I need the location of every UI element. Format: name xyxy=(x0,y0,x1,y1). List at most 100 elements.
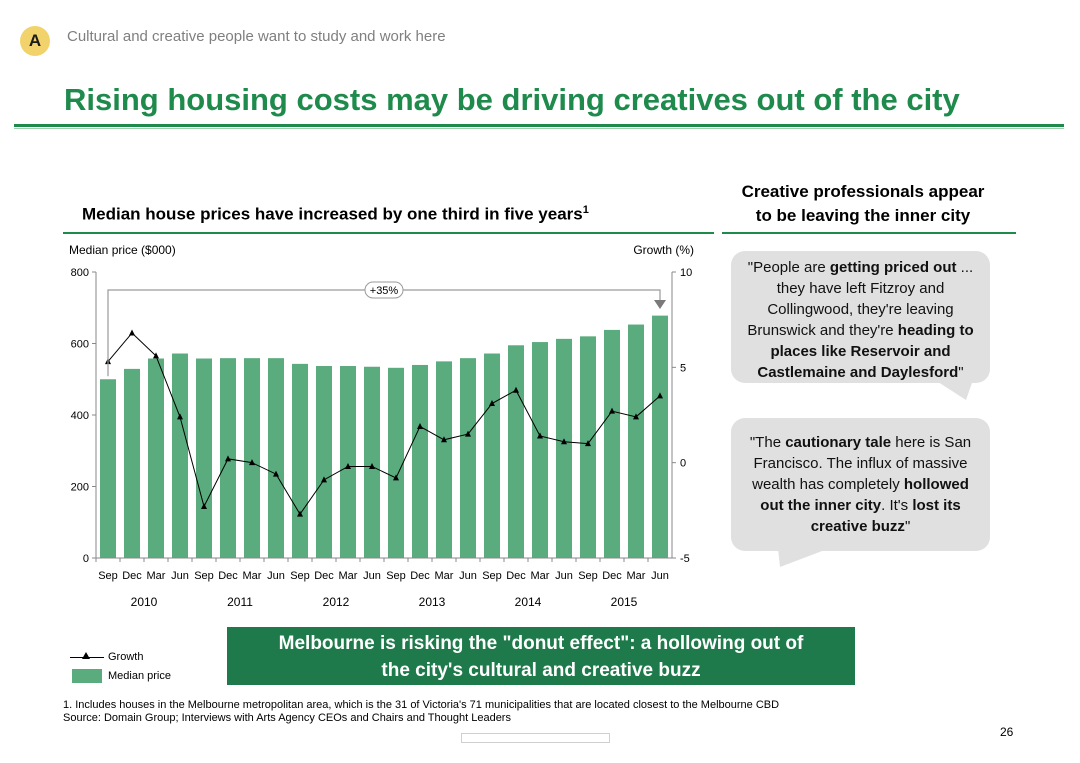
x-tick-label: Dec xyxy=(122,570,142,582)
price-bar xyxy=(652,315,668,558)
price-bar xyxy=(628,324,644,558)
footer-box xyxy=(461,733,610,743)
right-tick-label: 10 xyxy=(680,267,692,279)
left-tick-label: 600 xyxy=(71,339,89,351)
cagr-arrow xyxy=(654,300,666,309)
left-axis-label: Median price ($000) xyxy=(69,243,176,257)
price-bar xyxy=(364,366,380,558)
section-badge: A xyxy=(20,26,50,56)
x-tick-label: Sep xyxy=(482,570,502,582)
callout-line2: the city's cultural and creative buzz xyxy=(381,660,701,681)
price-bar xyxy=(124,368,140,558)
growth-point xyxy=(537,432,543,439)
growth-point xyxy=(321,476,327,483)
growth-point xyxy=(609,407,615,414)
right-panel-heading: Creative professionals appear to be leav… xyxy=(722,180,1004,228)
quote1-text: "People are getting priced out ... they … xyxy=(747,259,974,381)
cagr-pill xyxy=(364,281,404,299)
left-tick-label: 200 xyxy=(71,482,89,494)
legend-growth-label: Growth xyxy=(108,651,144,663)
year-label: 2011 xyxy=(227,595,253,609)
growth-point xyxy=(297,510,303,517)
cagr-label: +35% xyxy=(370,285,399,297)
growth-point xyxy=(585,440,591,447)
quote2-text: "The cautionary tale here is San Francis… xyxy=(749,434,972,535)
growth-point xyxy=(633,413,639,420)
price-bar xyxy=(196,358,212,558)
legend-price-swatch xyxy=(72,669,102,683)
growth-point xyxy=(273,470,279,477)
title-rule-thin xyxy=(14,128,1064,129)
x-tick-label: Jun xyxy=(555,570,573,582)
x-tick-label: Sep xyxy=(386,570,406,582)
price-bar xyxy=(556,338,572,558)
callout-line1: Melbourne is risking the "donut effect":… xyxy=(278,633,804,654)
right-tick-label: 0 xyxy=(680,458,686,470)
growth-line xyxy=(107,332,661,516)
x-tick-label: Dec xyxy=(410,570,430,582)
x-tick-label: Dec xyxy=(602,570,622,582)
growth-point xyxy=(489,400,495,407)
quote1-tail xyxy=(935,380,973,400)
quote-card-2: "The cautionary tale here is San Francis… xyxy=(731,418,990,551)
right-heading-line2: to be leaving the inner city xyxy=(755,206,971,225)
x-tick-label: Sep xyxy=(578,570,598,582)
price-bar xyxy=(172,353,188,558)
footnote-1: 1. Includes houses in the Melbourne metr… xyxy=(63,699,780,711)
year-label: 2010 xyxy=(131,595,158,609)
chart-heading-text: Median house prices have increased by on… xyxy=(82,204,583,224)
donut-effect-callout: Melbourne is risking the "donut effect":… xyxy=(227,627,855,685)
left-tick-label: 800 xyxy=(71,267,89,279)
price-bar xyxy=(604,329,620,558)
price-bar xyxy=(268,358,284,558)
year-label: 2015 xyxy=(611,595,638,609)
price-bar xyxy=(436,361,452,558)
footnote-source: Source: Domain Group; Interviews with Ar… xyxy=(63,712,511,724)
x-tick-label: Dec xyxy=(218,570,238,582)
right-heading-line1: Creative professionals appear xyxy=(741,182,985,201)
left-tick-label: 0 xyxy=(83,553,89,565)
year-label: 2012 xyxy=(323,595,350,609)
year-label: 2014 xyxy=(515,595,542,609)
price-bar xyxy=(100,379,116,558)
x-tick-label: Mar xyxy=(339,570,358,582)
quote2-tail xyxy=(778,548,830,567)
price-bar xyxy=(148,358,164,558)
x-tick-label: Jun xyxy=(651,570,669,582)
growth-point xyxy=(465,430,471,437)
price-bar xyxy=(484,353,500,558)
title-rule xyxy=(14,124,1064,127)
growth-point xyxy=(513,386,519,393)
price-bar xyxy=(292,363,308,558)
x-tick-label: Mar xyxy=(531,570,550,582)
section-label: Cultural and creative people want to stu… xyxy=(67,28,446,45)
price-bar xyxy=(244,358,260,558)
x-tick-label: Mar xyxy=(147,570,166,582)
x-tick-label: Sep xyxy=(98,570,118,582)
x-tick-label: Mar xyxy=(627,570,646,582)
growth-point xyxy=(369,462,375,469)
price-bar xyxy=(316,366,332,558)
x-tick-label: Mar xyxy=(243,570,262,582)
growth-point xyxy=(417,422,423,429)
legend-price-label: Median price xyxy=(108,670,171,682)
x-tick-label: Jun xyxy=(267,570,285,582)
x-tick-label: Sep xyxy=(194,570,214,582)
chart-heading-rule xyxy=(63,232,714,234)
year-label: 2013 xyxy=(419,595,446,609)
growth-point xyxy=(201,503,207,510)
growth-point xyxy=(153,352,159,359)
right-tick-label: -5 xyxy=(680,553,690,565)
legend-growth-marker xyxy=(82,652,90,659)
x-tick-label: Dec xyxy=(314,570,334,582)
x-tick-label: Jun xyxy=(171,570,189,582)
growth-point xyxy=(225,455,231,462)
footnotes: 1. Includes houses in the Melbourne metr… xyxy=(63,699,779,725)
growth-point xyxy=(561,438,567,445)
price-bar xyxy=(460,358,476,558)
x-tick-label: Dec xyxy=(506,570,526,582)
price-bar xyxy=(580,336,596,558)
price-bar xyxy=(532,342,548,558)
